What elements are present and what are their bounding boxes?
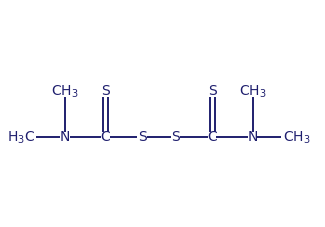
Text: $\mathregular{H_3C}$: $\mathregular{H_3C}$ [7,129,35,146]
Text: N: N [247,130,258,144]
Text: $\mathregular{CH_3}$: $\mathregular{CH_3}$ [51,83,79,100]
Text: N: N [60,130,70,144]
Text: S: S [101,84,110,99]
Text: S: S [171,130,180,144]
Text: C: C [207,130,217,144]
Text: C: C [101,130,111,144]
Text: $\mathregular{CH_3}$: $\mathregular{CH_3}$ [283,129,311,146]
Text: S: S [138,130,147,144]
Text: $\mathregular{CH_3}$: $\mathregular{CH_3}$ [239,83,266,100]
Text: S: S [208,84,216,99]
